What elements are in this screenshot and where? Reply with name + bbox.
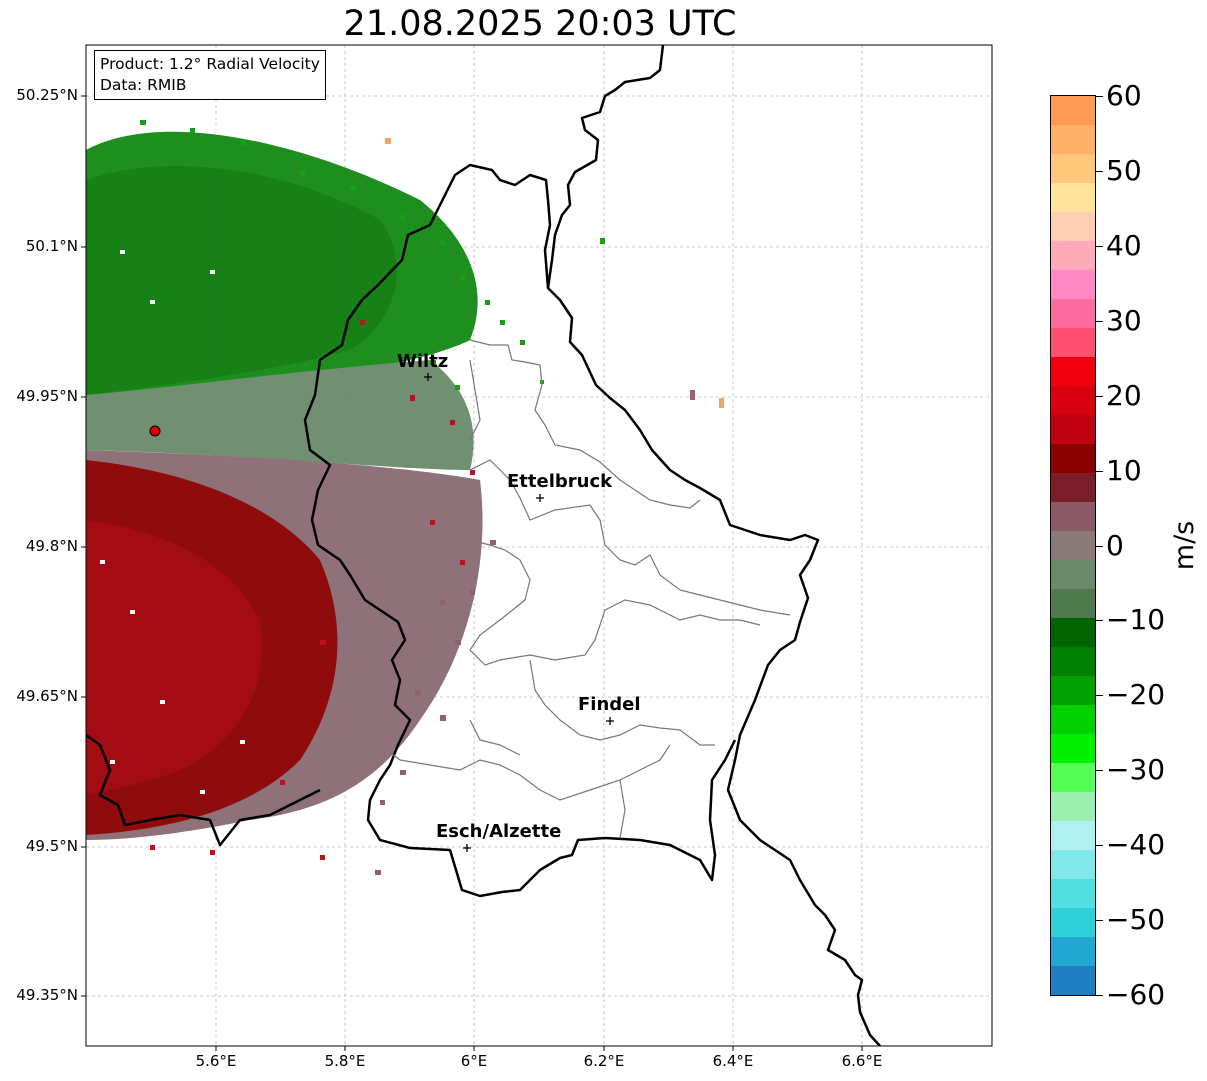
colorbar-band bbox=[1051, 212, 1095, 241]
lat-tick-label: 49.95°N bbox=[16, 387, 78, 405]
colorbar-tick-label: 50 bbox=[1106, 153, 1142, 187]
colorbar-band bbox=[1051, 676, 1095, 705]
colorbar-band bbox=[1051, 415, 1095, 444]
colorbar-tick bbox=[1096, 920, 1103, 922]
lon-tick-label: 5.6°E bbox=[195, 1052, 237, 1070]
colorbar-band bbox=[1051, 386, 1095, 415]
city-label-ettelbruck: Ettelbruck bbox=[507, 471, 613, 492]
colorbar-tick bbox=[1096, 320, 1103, 322]
colorbar-band bbox=[1051, 125, 1095, 154]
colorbar-band bbox=[1051, 705, 1095, 734]
colorbar-band bbox=[1051, 502, 1095, 531]
colorbar-band bbox=[1051, 966, 1095, 995]
colorbar-unit-label: m/s bbox=[1169, 520, 1201, 571]
colorbar-band bbox=[1051, 473, 1095, 502]
velocity-colorbar bbox=[1050, 95, 1096, 996]
colorbar-tick-label: −40 bbox=[1106, 828, 1166, 862]
city-label-wiltz: Wiltz bbox=[397, 351, 449, 372]
colorbar-band bbox=[1051, 618, 1095, 647]
colorbar-band bbox=[1051, 850, 1095, 879]
colorbar-tick-label: −30 bbox=[1106, 753, 1166, 787]
colorbar-band bbox=[1051, 444, 1095, 473]
colorbar-band bbox=[1051, 531, 1095, 560]
colorbar-tick bbox=[1096, 395, 1103, 397]
plot-frame bbox=[85, 44, 993, 1047]
product-text: Product: 1.2° Radial Velocity bbox=[100, 55, 320, 73]
colorbar-band bbox=[1051, 154, 1095, 183]
map-title: 21.08.2025 20:03 UTC bbox=[343, 4, 737, 44]
colorbar-band bbox=[1051, 328, 1095, 357]
colorbar-band bbox=[1051, 763, 1095, 792]
lon-tick-label: 5.8°E bbox=[324, 1052, 366, 1070]
colorbar-band bbox=[1051, 937, 1095, 966]
data-source-text: Data: RMIB bbox=[100, 76, 187, 94]
colorbar-band bbox=[1051, 879, 1095, 908]
colorbar-tick-label: −50 bbox=[1106, 903, 1166, 937]
colorbar-tick bbox=[1096, 620, 1103, 622]
city-label-esch-alzette: Esch/Alzette bbox=[436, 821, 562, 842]
colorbar-tick bbox=[1096, 545, 1103, 547]
colorbar-band bbox=[1051, 647, 1095, 676]
colorbar-band bbox=[1051, 589, 1095, 618]
colorbar-band bbox=[1051, 96, 1095, 125]
colorbar-tick-label: 60 bbox=[1106, 79, 1142, 112]
lat-tick-label: 49.35°N bbox=[16, 986, 78, 1004]
lat-tick-label: 50.25°N bbox=[16, 86, 78, 104]
colorbar-tick-label: 0 bbox=[1106, 528, 1124, 562]
lat-tick-label: 49.8°N bbox=[25, 537, 78, 555]
colorbar-band bbox=[1051, 270, 1095, 299]
colorbar-tick bbox=[1096, 845, 1103, 847]
colorbar-tick bbox=[1096, 770, 1103, 772]
lon-tick-label: 6.6°E bbox=[841, 1052, 883, 1070]
lon-tick-label: 6.2°E bbox=[583, 1052, 625, 1070]
colorbar-band bbox=[1051, 792, 1095, 821]
colorbar-tick bbox=[1096, 245, 1103, 247]
velocity-field bbox=[86, 85, 724, 875]
colorbar-band bbox=[1051, 299, 1095, 328]
lon-tick-label: 6°E bbox=[460, 1052, 488, 1070]
colorbar-tick bbox=[1096, 470, 1103, 472]
colorbar-band bbox=[1051, 183, 1095, 212]
colorbar-band bbox=[1051, 908, 1095, 937]
city-label-findel: Findel bbox=[578, 694, 641, 715]
colorbar-band bbox=[1051, 734, 1095, 763]
city-markers bbox=[424, 373, 614, 852]
lat-tick-label: 49.5°N bbox=[25, 837, 78, 855]
product-info-box: Product: 1.2° Radial Velocity Data: RMIB bbox=[94, 50, 326, 100]
colorbar-tick bbox=[1096, 995, 1103, 996]
colorbar-band bbox=[1051, 357, 1095, 386]
country-borders bbox=[86, 45, 881, 1046]
colorbar-band bbox=[1051, 560, 1095, 589]
lon-tick-label: 6.4°E bbox=[712, 1052, 754, 1070]
colorbar-tick-label: 20 bbox=[1106, 378, 1142, 412]
colorbar-tick bbox=[1096, 96, 1103, 97]
colorbar-tick bbox=[1096, 170, 1103, 172]
colorbar-tick-label: 40 bbox=[1106, 228, 1142, 262]
colorbar-tick-label: −60 bbox=[1106, 978, 1166, 1011]
colorbar-tick-label: −20 bbox=[1106, 678, 1166, 712]
colorbar-tick-label: −10 bbox=[1106, 603, 1166, 637]
colorbar-band bbox=[1051, 821, 1095, 850]
colorbar-tick-label: 30 bbox=[1106, 303, 1142, 337]
colorbar-band bbox=[1051, 241, 1095, 270]
district-borders bbox=[379, 339, 791, 839]
lat-tick-label: 49.65°N bbox=[16, 687, 78, 705]
axis-ticks bbox=[81, 95, 863, 1051]
colorbar-tick-label: 10 bbox=[1106, 453, 1142, 487]
colorbar-tick bbox=[1096, 695, 1103, 697]
lat-tick-label: 50.1°N bbox=[25, 237, 78, 255]
radar-site-marker bbox=[149, 425, 161, 437]
